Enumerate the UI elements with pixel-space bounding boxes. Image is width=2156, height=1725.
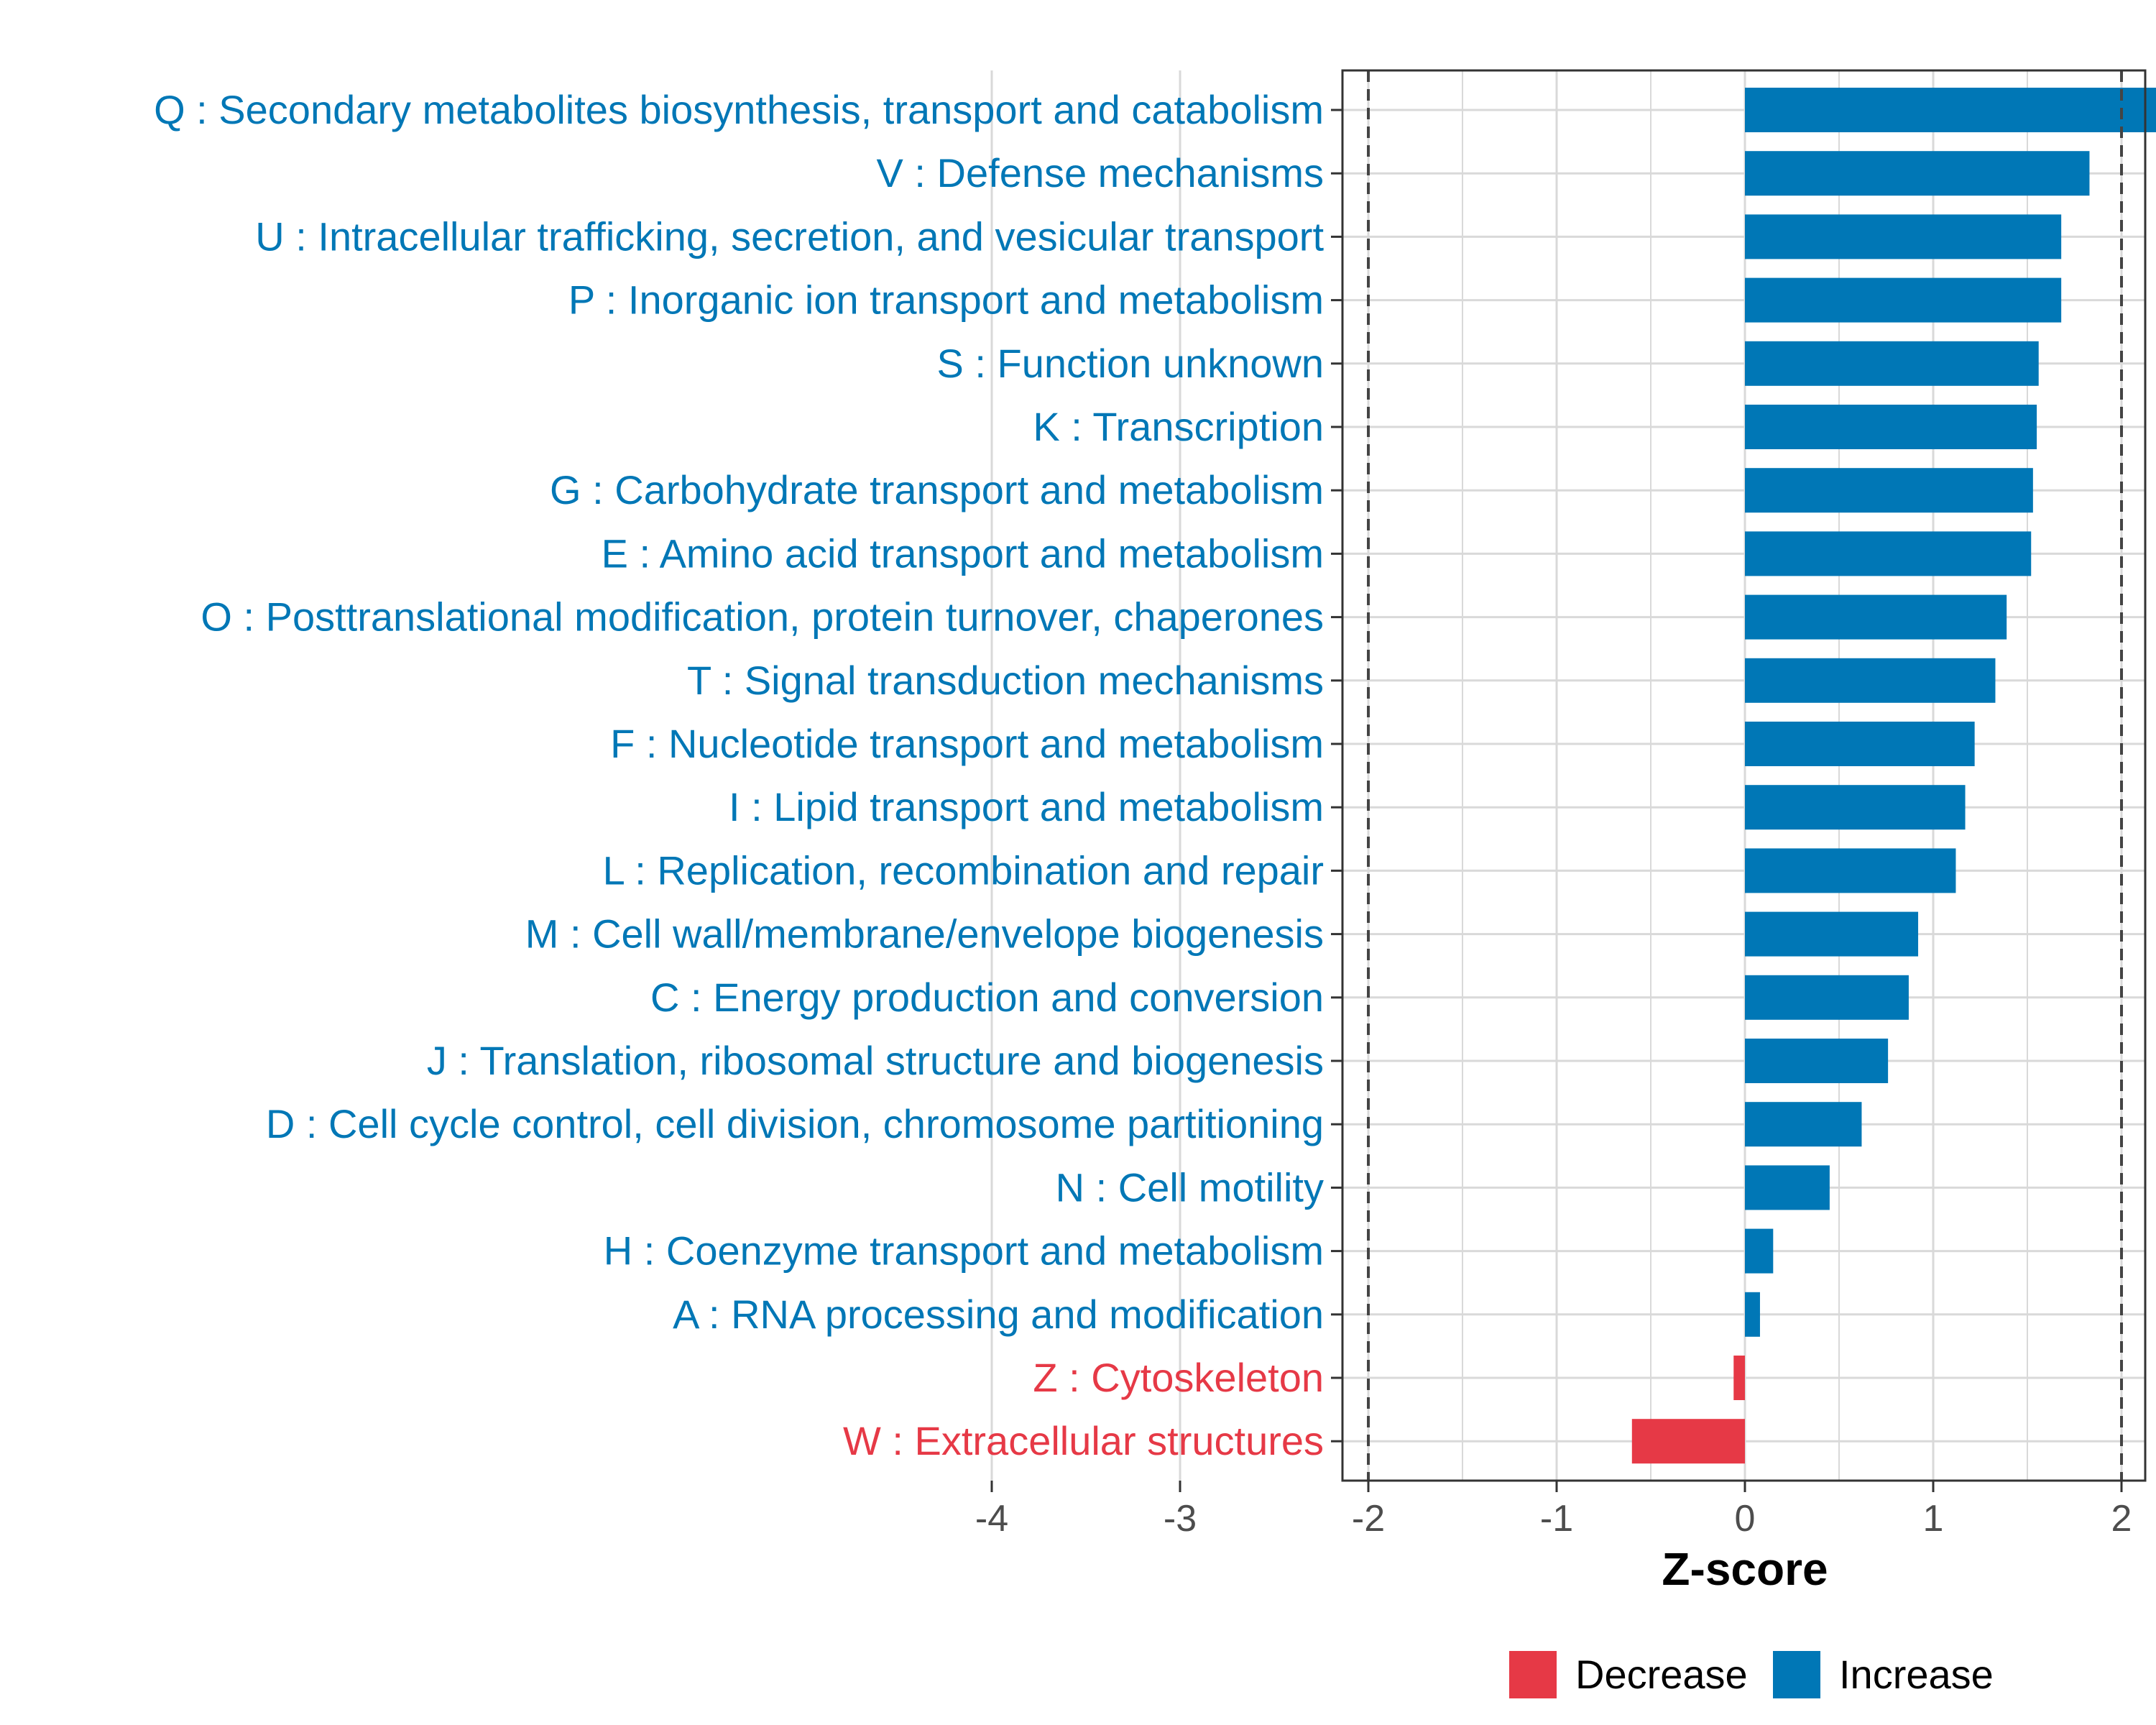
category-label: U : Intracellular trafficking, secretion… — [255, 213, 1324, 259]
axis-ticks: -4-3-2-101234 — [975, 109, 2132, 1540]
category-label: T : Signal transduction mechanisms — [687, 658, 1324, 703]
bar-f — [1745, 722, 1975, 766]
bar-g — [1745, 468, 2033, 513]
category-label: V : Defense mechanisms — [877, 150, 1324, 196]
bar-e — [1745, 531, 2032, 576]
bar-a — [1745, 1292, 1760, 1337]
x-tick-label: 1 — [1923, 1498, 1944, 1540]
bar-i — [1745, 785, 1966, 830]
x-tick-label: -3 — [1164, 1498, 1197, 1540]
legend-label-increase: Increase — [1839, 1652, 1994, 1697]
category-label: K : Transcription — [1033, 404, 1324, 449]
category-label: H : Coenzyme transport and metabolism — [604, 1228, 1324, 1274]
category-label: D : Cell cycle control, cell division, c… — [266, 1101, 1324, 1146]
x-tick-label: -1 — [1540, 1498, 1573, 1540]
bar-v — [1745, 151, 2090, 196]
category-label: S : Function unknown — [936, 341, 1324, 386]
bar-z — [1733, 1356, 1745, 1400]
bar-p — [1745, 277, 2062, 323]
category-label: F : Nucleotide transport and metabolism — [610, 721, 1324, 766]
bar-t — [1745, 658, 1996, 703]
bar-l — [1745, 848, 1956, 893]
x-axis-title: Z-score — [1662, 1543, 1828, 1595]
bar-w — [1631, 1419, 1745, 1464]
category-label: G : Carbohydrate transport and metabolis… — [550, 467, 1324, 512]
bar-m — [1745, 911, 1919, 957]
category-label: P : Inorganic ion transport and metaboli… — [568, 277, 1324, 323]
bars — [1631, 88, 2156, 1464]
category-label: I : Lipid transport and metabolism — [729, 784, 1324, 829]
category-label: N : Cell motility — [1056, 1164, 1324, 1210]
category-labels: Q : Secondary metabolites biosynthesis, … — [154, 87, 1324, 1463]
bar-d — [1745, 1102, 1862, 1147]
category-label: E : Amino acid transport and metabolism — [602, 530, 1324, 576]
x-tick-label: 0 — [1735, 1498, 1756, 1540]
x-tick-label: -2 — [1352, 1498, 1385, 1540]
category-label: J : Translation, ribosomal structure and… — [427, 1038, 1324, 1083]
category-label: O : Posttranslational modification, prot… — [201, 594, 1324, 640]
x-tick-label: -4 — [975, 1498, 1008, 1540]
bar-q — [1745, 88, 2156, 132]
legend-label-decrease: Decrease — [1575, 1652, 1748, 1697]
bar-u — [1745, 214, 2062, 259]
x-tick-label: 2 — [2111, 1498, 2132, 1540]
legend-swatch-increase — [1773, 1651, 1820, 1698]
bar-j — [1745, 1039, 1889, 1083]
category-label: C : Energy production and conversion — [650, 975, 1324, 1020]
bar-k — [1745, 405, 2037, 449]
legend-swatch-decrease — [1509, 1651, 1557, 1698]
category-label: A : RNA processing and modification — [673, 1292, 1324, 1337]
category-label: Q : Secondary metabolites biosynthesis, … — [154, 87, 1324, 132]
category-label: Z : Cytoskeleton — [1033, 1355, 1324, 1400]
bar-s — [1745, 341, 2039, 386]
bar-h — [1745, 1228, 1774, 1274]
reference-lines — [1367, 70, 2123, 1481]
category-label: M : Cell wall/membrane/envelope biogenes… — [525, 911, 1324, 957]
category-label: W : Extracellular structures — [843, 1418, 1324, 1463]
legend: Decrease Increase — [1509, 1651, 1994, 1698]
bar-n — [1745, 1165, 1830, 1210]
category-label: L : Replication, recombination and repai… — [603, 847, 1324, 893]
bar-c — [1745, 975, 1909, 1020]
bar-o — [1745, 594, 2007, 640]
